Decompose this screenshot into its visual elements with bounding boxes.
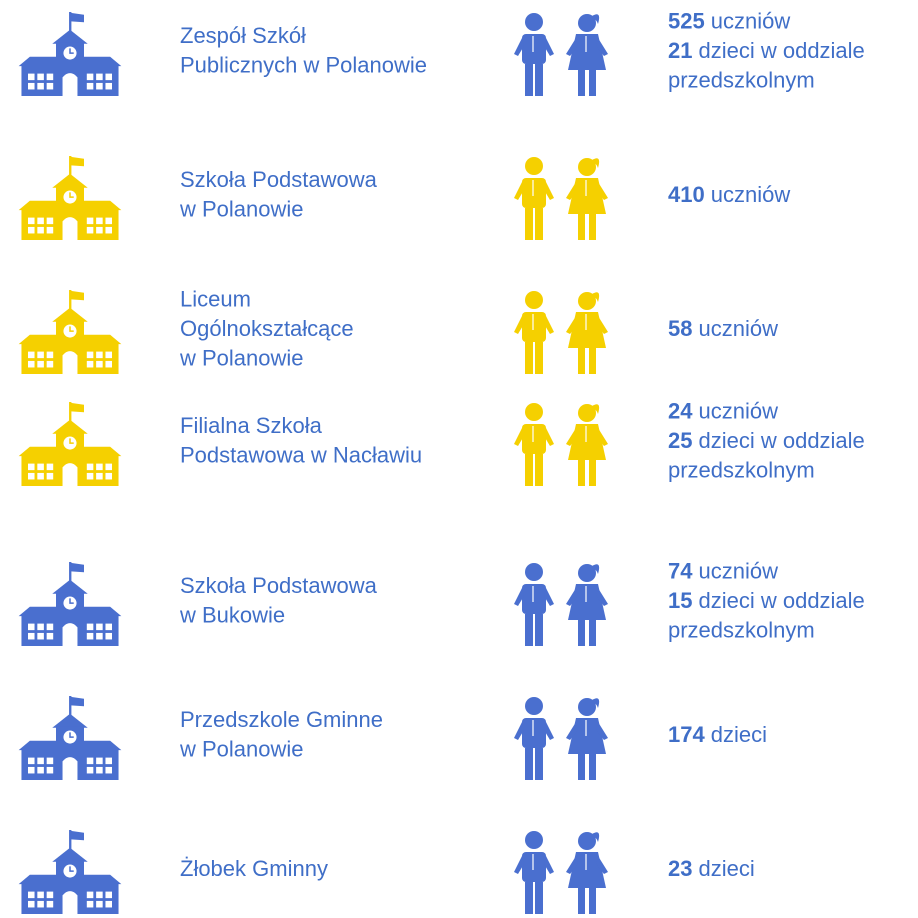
school-name: Szkoła Podstawowa — [180, 167, 378, 192]
stat-line: przedszkolnym — [668, 617, 815, 642]
stat-line: 58 uczniów — [668, 316, 778, 341]
children-icon — [514, 291, 608, 374]
children-icon — [514, 157, 608, 240]
stat-text: przedszkolnym — [668, 457, 815, 482]
row: Żłobek Gminny 23 dzieci — [17, 830, 755, 914]
stat-number: 24 — [668, 398, 693, 423]
children-icon — [514, 831, 608, 914]
school-icon — [17, 696, 123, 780]
stat-text: uczniów — [711, 182, 791, 207]
school-name: Przedszkole Gminne — [180, 707, 383, 732]
stat-number: 23 — [668, 856, 692, 881]
stat-text: dzieci — [711, 722, 767, 747]
stat-number: 15 — [668, 588, 692, 613]
children-icon — [514, 697, 608, 780]
stat-number: 525 — [668, 8, 705, 33]
row: Zespół Szkół Publicznych w Polanowie 525 uc… — [17, 8, 865, 96]
school-name: Żłobek Gminny — [180, 856, 328, 881]
school-name: Publicznych w Polanowie — [180, 53, 427, 78]
stat-number: 174 — [668, 722, 705, 747]
school-name: w Polanowie — [179, 737, 304, 762]
school-name: w Polanowie — [179, 197, 304, 222]
school-icon — [17, 402, 123, 486]
school-name: Ogólnokształcące — [180, 316, 354, 341]
stat-line: 25 dzieci w oddziale — [668, 428, 865, 453]
stat-line: 410 uczniów — [668, 182, 790, 207]
stat-text: przedszkolnym — [668, 67, 815, 92]
school-icon — [17, 290, 123, 374]
stat-text: przedszkolnym — [668, 617, 815, 642]
stat-line: 23 dzieci — [668, 856, 755, 881]
stat-number: 21 — [668, 38, 692, 63]
school-name: w Bukowie — [179, 603, 285, 628]
school-icon — [17, 830, 123, 914]
children-icon — [514, 403, 608, 486]
children-icon — [514, 563, 608, 646]
stat-line: 21 dzieci w oddziale — [668, 38, 865, 63]
stat-line: 15 dzieci w oddziale — [668, 588, 865, 613]
stat-text: uczniów — [698, 558, 778, 583]
stat-number: 74 — [668, 558, 693, 583]
stat-text: dzieci w oddziale — [698, 428, 864, 453]
stat-line: przedszkolnym — [668, 67, 815, 92]
stat-line: 174 dzieci — [668, 722, 767, 747]
stat-number: 410 — [668, 182, 705, 207]
row: Przedszkole Gminne w Polanowie 174 dzieci — [17, 696, 767, 780]
stat-text: dzieci — [698, 856, 754, 881]
stat-text: dzieci w oddziale — [698, 38, 864, 63]
school-icon — [17, 12, 123, 96]
children-icon — [514, 13, 608, 96]
school-name: Zespół Szkół — [180, 23, 306, 48]
school-name: Podstawowa w Nacławiu — [180, 443, 422, 468]
stat-number: 58 — [668, 316, 692, 341]
stat-text: uczniów — [711, 8, 791, 33]
school-name: Szkoła Podstawowa — [180, 573, 378, 598]
stat-line: przedszkolnym — [668, 457, 815, 482]
row: Liceum Ogólnokształcące w Polanowie 58 uczni… — [17, 286, 778, 374]
row: Szkoła Podstawowa w Polanowie 410 uczniów — [17, 156, 790, 240]
stat-text: uczniów — [698, 398, 778, 423]
school-icon — [17, 562, 123, 646]
school-name: Filialna Szkoła — [180, 413, 323, 438]
stat-line: 525 uczniów — [668, 8, 790, 33]
row: Filialna Szkoła Podstawowa w Nacławiu 24 uc… — [17, 398, 865, 486]
stat-line: 74 uczniów — [668, 558, 778, 583]
stat-text: uczniów — [698, 316, 778, 341]
stat-number: 25 — [668, 428, 692, 453]
school-name: Liceum — [180, 286, 251, 311]
stat-text: dzieci w oddziale — [698, 588, 864, 613]
stat-line: 24 uczniów — [668, 398, 778, 423]
school-icon — [17, 156, 123, 240]
school-name: w Polanowie — [179, 345, 304, 370]
